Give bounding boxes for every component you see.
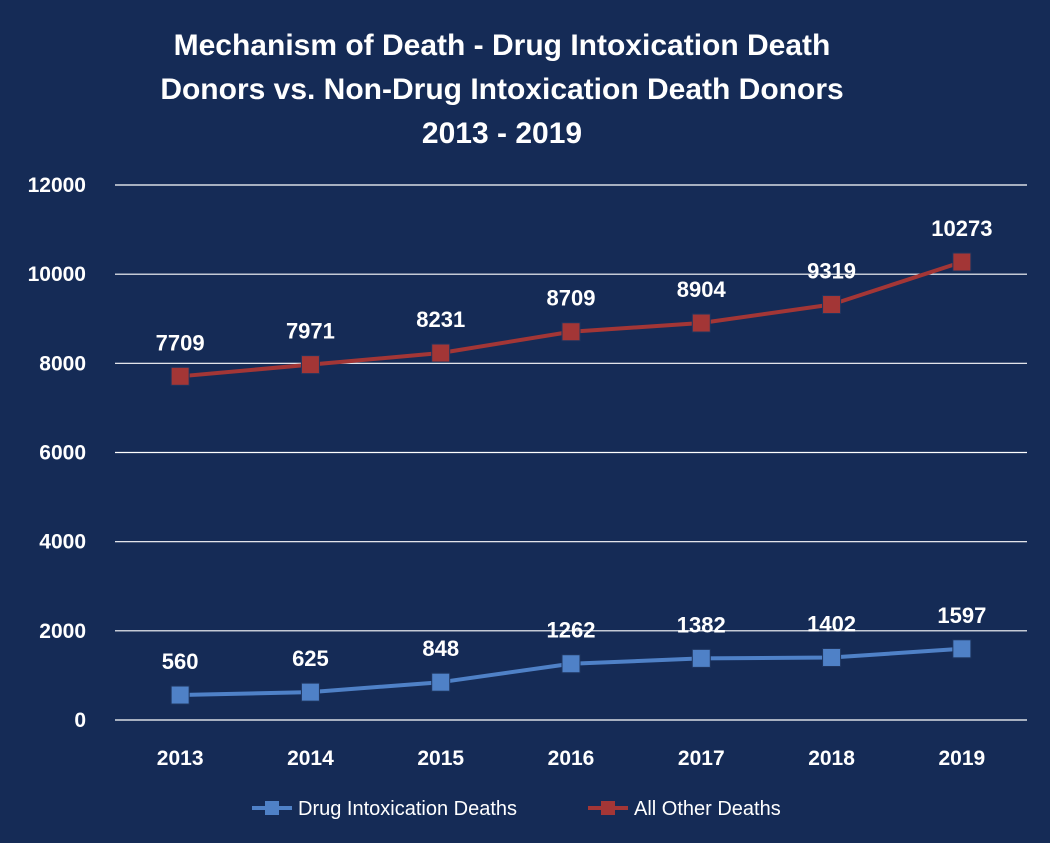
data-label: 1382 — [677, 612, 726, 637]
data-point-marker — [300, 682, 320, 702]
legend-item-drug-intoxication[interactable]: Drug Intoxication Deaths — [252, 798, 517, 820]
chart-title-line-3: 2013 - 2019 — [421, 117, 583, 150]
legend-label: All Other Deaths — [634, 798, 781, 820]
y-tick-label: 6000 — [39, 442, 86, 465]
data-point-marker — [170, 366, 190, 386]
chart-title: Mechanism of Death - Drug Intoxication D… — [0, 24, 1004, 156]
y-tick-label: 4000 — [39, 531, 86, 554]
y-tick-label: 0 — [74, 709, 86, 732]
data-point-marker — [300, 355, 320, 375]
data-label: 9319 — [807, 259, 856, 284]
series-group — [170, 252, 972, 705]
x-tick-label: 2018 — [808, 747, 855, 770]
data-point-marker — [431, 343, 451, 363]
x-tick-label: 2014 — [287, 747, 334, 770]
y-tick-label: 8000 — [39, 352, 86, 375]
data-label: 1402 — [807, 611, 856, 636]
data-label: 560 — [162, 649, 199, 674]
data-label: 8709 — [547, 286, 596, 311]
legend-item-all-other[interactable]: All Other Deaths — [588, 798, 781, 820]
legend-marker — [265, 801, 279, 815]
x-tick-label: 2015 — [417, 747, 464, 770]
y-tick-label: 10000 — [28, 263, 86, 286]
data-point-marker — [561, 654, 581, 674]
data-point-marker — [691, 313, 711, 333]
data-label: 10273 — [931, 216, 992, 241]
data-label: 625 — [292, 646, 329, 671]
data-point-marker — [561, 322, 581, 342]
data-label: 8231 — [416, 307, 465, 332]
data-label: 848 — [422, 636, 459, 661]
x-tick-label: 2016 — [548, 747, 595, 770]
data-point-marker — [822, 295, 842, 315]
data-point-marker — [952, 252, 972, 272]
legend[interactable]: Drug Intoxication Deaths All Other Deaths — [252, 798, 781, 820]
data-label: 1597 — [937, 603, 986, 628]
data-point-marker — [691, 648, 711, 668]
x-axis-tick-labels: 2013 2014 2015 2016 2017 2018 2019 — [157, 747, 985, 770]
data-point-marker — [431, 672, 451, 692]
data-label: 8904 — [677, 277, 727, 302]
chart-title-line-2: Donors vs. Non-Drug Intoxication Death D… — [160, 73, 844, 106]
x-tick-label: 2017 — [678, 747, 725, 770]
data-label: 7709 — [156, 330, 205, 355]
x-tick-label: 2013 — [157, 747, 204, 770]
y-axis-tick-labels: 0 2000 4000 6000 8000 10000 12000 — [28, 174, 86, 732]
data-label: 1262 — [547, 618, 596, 643]
legend-marker — [601, 801, 615, 815]
data-point-marker — [822, 647, 842, 667]
gridlines — [115, 184, 1027, 721]
y-tick-label: 12000 — [28, 174, 86, 197]
chart-title-line-1: Mechanism of Death - Drug Intoxication D… — [173, 29, 831, 62]
data-labels: 560 625 848 1262 1382 1402 1597 7709 7971 8231 870… — [156, 216, 993, 674]
data-label: 7971 — [286, 319, 335, 344]
data-point-marker — [170, 685, 190, 705]
legend-label: Drug Intoxication Deaths — [298, 798, 517, 820]
data-point-marker — [952, 639, 972, 659]
y-tick-label: 2000 — [39, 620, 86, 643]
x-tick-label: 2019 — [938, 747, 985, 770]
